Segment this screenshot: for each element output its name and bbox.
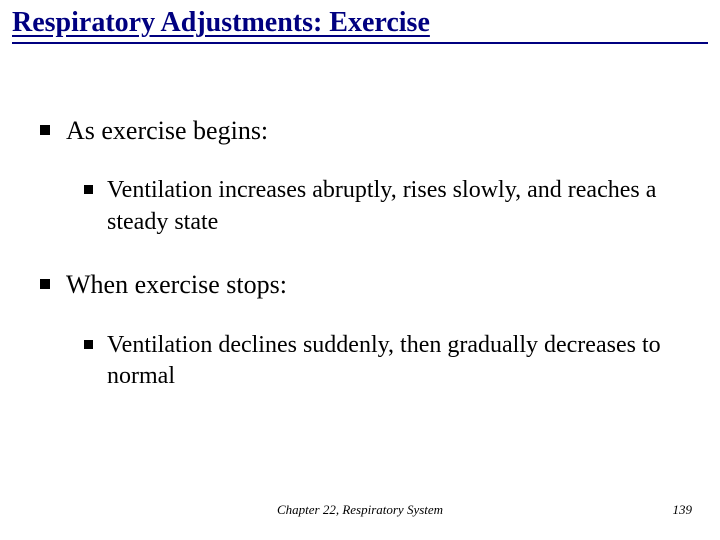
bullet-text: Ventilation increases abruptly, rises sl… <box>107 175 680 237</box>
square-bullet-icon <box>40 279 50 289</box>
footer-chapter-label: Chapter 22, Respiratory System <box>0 502 720 518</box>
footer-page-number: 139 <box>673 502 693 518</box>
bullet-text: As exercise begins: <box>66 114 268 148</box>
bullet-text: When exercise stops: <box>66 268 287 302</box>
bullet-text: Ventilation declines suddenly, then grad… <box>107 330 680 392</box>
bullet-level1: When exercise stops: <box>40 268 680 302</box>
bullet-level1: As exercise begins: <box>40 114 680 148</box>
bullet-level2: Ventilation declines suddenly, then grad… <box>84 330 680 392</box>
slide-title: Respiratory Adjustments: Exercise <box>12 6 708 40</box>
slide: Respiratory Adjustments: Exercise As exe… <box>0 0 720 540</box>
title-wrap: Respiratory Adjustments: Exercise <box>0 0 720 44</box>
slide-body: As exercise begins: Ventilation increase… <box>0 44 720 392</box>
square-bullet-icon <box>84 340 93 349</box>
bullet-level2: Ventilation increases abruptly, rises sl… <box>84 175 680 237</box>
square-bullet-icon <box>84 185 93 194</box>
square-bullet-icon <box>40 125 50 135</box>
